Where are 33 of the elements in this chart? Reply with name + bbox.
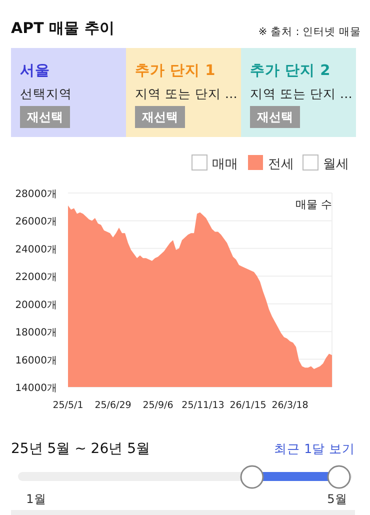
text: 1월: [26, 492, 46, 506]
x-tick-label: 25/6/29: [94, 400, 132, 411]
text: 서울: [20, 63, 50, 79]
chart-title: APT 매물 추이: [11, 19, 114, 37]
x-tick-label: 25/9/6: [142, 400, 174, 411]
y-tick-label: 16000개: [15, 355, 57, 366]
x-tick-label: 25/5/1: [52, 400, 84, 411]
text: 선택지역: [20, 86, 72, 101]
y-tick-label: 22000개: [15, 272, 57, 284]
x-tick-label: 26/1/15: [230, 400, 266, 411]
legend-label: 전세: [268, 157, 294, 172]
text: 25년 5월 ~ 26년 5월: [11, 441, 150, 457]
text: 추가 단지 2: [250, 63, 330, 79]
y-tick-label: 18000개: [15, 328, 57, 339]
y-axis-title: 매물 수: [296, 198, 332, 211]
text: 매매: [212, 157, 238, 172]
text: 지역 또는 단지 …: [250, 86, 352, 101]
reselect-button: 재선택: [20, 106, 70, 128]
y-tick-label: 28000개: [15, 189, 57, 200]
text: 지역 또는 단지 …: [135, 86, 238, 101]
text: 최근 1달 보기: [274, 441, 355, 456]
y-tick-label: 24000개: [15, 244, 57, 256]
y-tick-label: 14000개: [15, 383, 57, 394]
y-tick-label: 26000개: [15, 216, 57, 228]
text: ※ 출처 : 인터넷 매물: [258, 26, 361, 38]
y-tick-label: 20000개: [15, 300, 57, 311]
text: 5월: [327, 492, 347, 506]
x-tick-label: 25/11/13: [182, 400, 224, 411]
reselect-button: 재선택: [250, 106, 300, 128]
text: 추가 단지 1: [135, 63, 216, 79]
x-tick-label: 26/3/18: [272, 400, 308, 411]
reselect-button: 재선택: [135, 106, 185, 128]
text: 월세: [323, 157, 349, 172]
